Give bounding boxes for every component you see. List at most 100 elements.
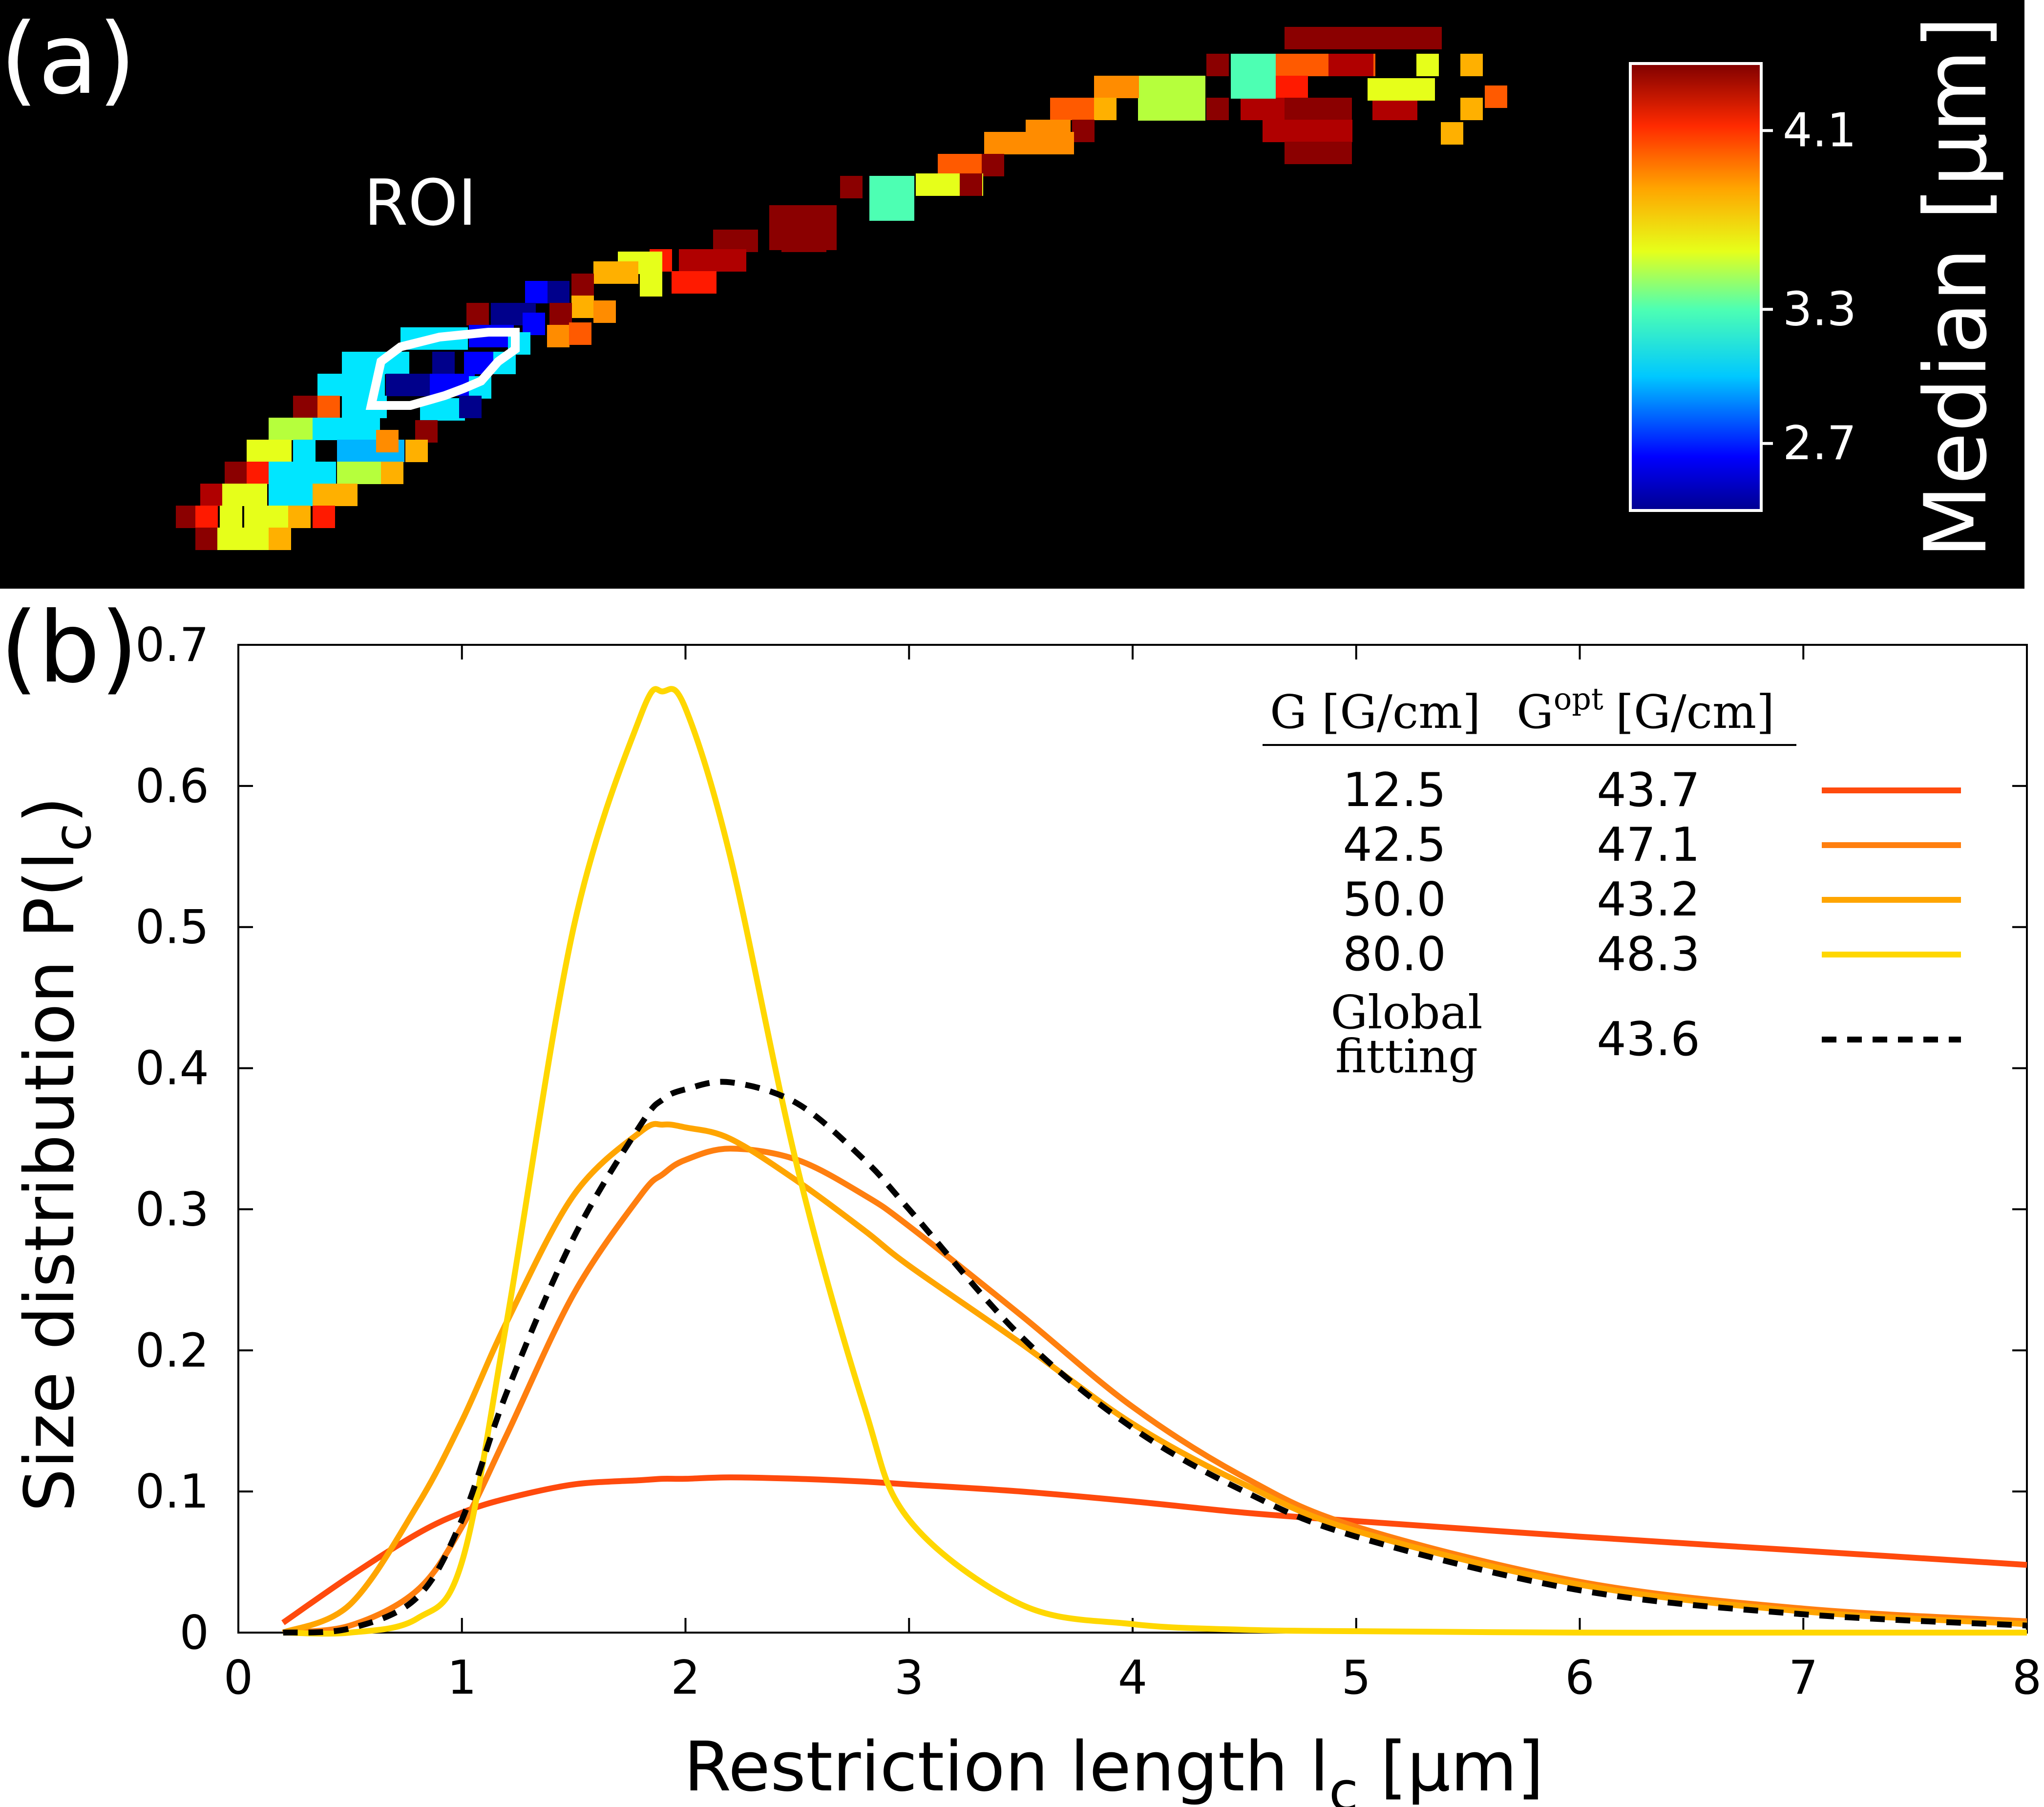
colorbar: [1629, 62, 1763, 512]
y-tick-label: 0.2: [135, 1324, 209, 1378]
map-pixel: [1072, 120, 1095, 142]
map-pixel: [195, 528, 218, 550]
y-tick-label: 0.1: [135, 1465, 209, 1519]
legend-header-gopt: Gopt [G/cm]: [1517, 681, 1774, 739]
x-tick-label: 6: [1565, 1651, 1594, 1705]
map-pixel: [1328, 54, 1373, 76]
map-pixel: [459, 396, 482, 418]
plot-frame: [237, 644, 2028, 1634]
map-pixel: [1372, 98, 1417, 120]
map-pixel: [293, 440, 316, 462]
y-axis-label: Size distribution P(lc): [10, 796, 103, 1512]
y-tick-label: 0.3: [135, 1183, 209, 1236]
map-pixel: [1206, 98, 1229, 120]
panel-b: (b) 0 1 2 3 4 5 6 7 8 0 0.1 0.2 0.3 0.4 0.5 0.6 0.7 Res…: [0, 591, 2042, 1807]
map-pixel: [269, 484, 314, 506]
map-pixel: [1285, 27, 1442, 49]
panel-b-label: (b): [0, 591, 138, 705]
map-pixel: [1460, 98, 1483, 120]
series-line-2: [282, 1146, 2027, 1636]
colorbar-tick-label: 3.3: [1783, 282, 1856, 336]
map-pixel: [569, 322, 591, 345]
map-pixel: [938, 154, 983, 176]
map-pixel: [376, 430, 399, 452]
map-pixel: [1441, 122, 1463, 145]
map-pixel: [982, 154, 1004, 176]
x-tick-label: 3: [894, 1651, 924, 1705]
y-tick-label: 0.7: [135, 618, 209, 672]
map-pixel: [984, 132, 1074, 154]
x-axis-label-subscript: c: [1329, 1760, 1358, 1807]
map-pixel: [317, 396, 340, 418]
legend-header-gopt-unit: [G/cm]: [1616, 685, 1774, 739]
map-pixel: [1285, 98, 1352, 120]
map-pixel: [1285, 142, 1352, 164]
legend-g-value: 50.0: [1343, 873, 1446, 927]
map-pixel: [869, 176, 914, 221]
legend: G [G/cm] Gopt [G/cm] 12.5 43.7 42.5 47.1 50.0…: [1263, 681, 1961, 1084]
map-pixel: [222, 484, 267, 506]
series-lines: [281, 686, 2027, 1637]
map-pixel: [1416, 54, 1439, 76]
map-pixel: [313, 418, 380, 440]
roi-label: ROI: [364, 166, 477, 240]
legend-rows: 12.5 43.7 42.5 47.1 50.0 43.2 80.0 48.3 Globalfi…: [1330, 764, 1961, 1084]
legend-gopt-value: 47.1: [1597, 818, 1700, 872]
map-pixel: [1263, 120, 1352, 142]
colorbar-ticks: 4.1 3.3 2.7: [1761, 104, 1856, 470]
y-axis-ticks: 0 0.1 0.2 0.3 0.4 0.5 0.6 0.7: [135, 618, 2027, 1660]
x-tick-label: 0: [224, 1651, 253, 1705]
map-pixel: [220, 506, 242, 528]
x-axis-label-unit: [µm]: [1380, 1727, 1544, 1807]
x-tick-label: 8: [2012, 1651, 2042, 1705]
map-pixel: [313, 484, 358, 506]
x-axis-ticks: 0 1 2 3 4 5 6 7 8: [224, 645, 2042, 1705]
map-pixel: [269, 462, 336, 484]
map-pixel: [571, 296, 594, 318]
y-axis-label-subscript: c: [43, 823, 103, 851]
map-pixel: [432, 352, 455, 374]
map-pixel: [337, 462, 382, 484]
series-line-1: [281, 1474, 2027, 1625]
x-tick-label: 2: [671, 1651, 700, 1705]
legend-gopt-value: 43.2: [1597, 873, 1700, 927]
map-pixel: [244, 506, 289, 528]
map-pixel: [840, 176, 863, 198]
series-line-5: [283, 1079, 2027, 1636]
map-pixel: [593, 261, 638, 284]
map-pixel: [1094, 76, 1139, 98]
map-pixel: [525, 281, 548, 303]
map-pixel: [269, 528, 291, 550]
map-pixel: [713, 230, 758, 252]
map-pixel: [313, 506, 335, 528]
map-pixel: [200, 484, 223, 506]
map-pixel: [247, 440, 292, 462]
legend-header-gopt-base: G: [1517, 685, 1554, 739]
map-pixel: [1094, 98, 1117, 120]
legend-header-g: G [G/cm]: [1270, 685, 1480, 739]
legend-global-line1: Global: [1330, 986, 1482, 1040]
map-pixel: [1368, 78, 1435, 101]
x-tick-label: 7: [1789, 1651, 1818, 1705]
panel-a-label: (a): [0, 2, 136, 116]
x-tick-label: 4: [1118, 1651, 1147, 1705]
colorbar-title: Median [µm]: [1907, 16, 2006, 559]
map-pixel: [225, 462, 247, 484]
map-pixel: [781, 230, 826, 252]
map-pixel: [176, 506, 198, 528]
legend-header-gopt-sup: opt: [1554, 681, 1603, 717]
y-tick-label: 0.4: [135, 1042, 209, 1096]
map-pixel: [672, 271, 716, 294]
map-pixel: [269, 418, 314, 440]
map-pixel: [386, 374, 431, 396]
legend-gopt-value: 48.3: [1597, 928, 1700, 981]
map-pixel: [549, 303, 572, 325]
map-pixel: [1138, 76, 1205, 121]
map-pixel: [288, 506, 311, 528]
series-line-3: [282, 1121, 2027, 1636]
map-pixel: [1206, 54, 1229, 76]
legend-g-value: 12.5: [1343, 764, 1446, 817]
y-axis-label-end: ): [10, 796, 90, 823]
x-axis-label-main: Restriction length l: [684, 1727, 1329, 1807]
map-pixel: [547, 325, 569, 347]
